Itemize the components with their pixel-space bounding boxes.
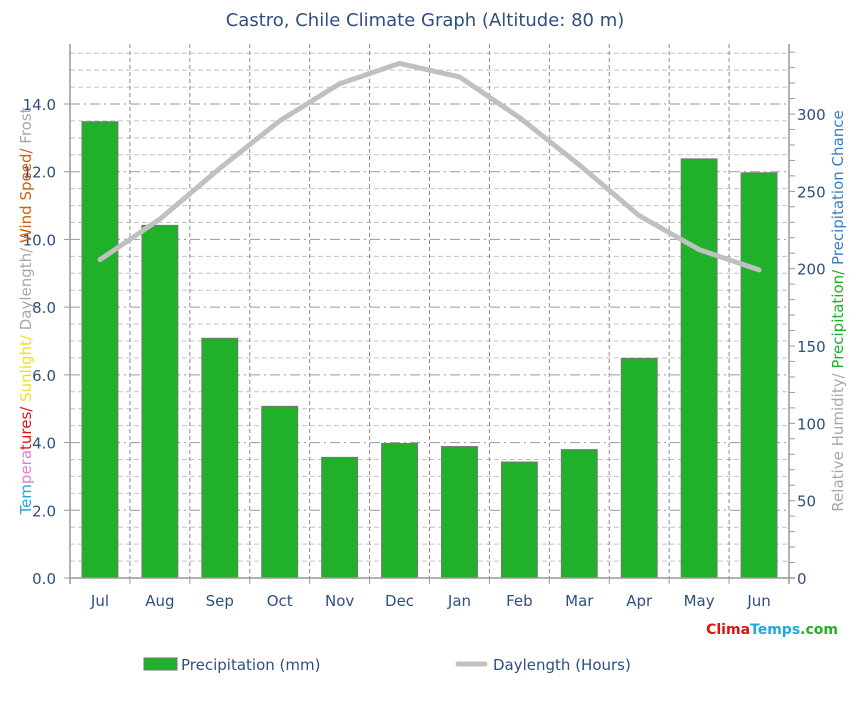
month-label-jun: Jun [746,592,770,610]
x-axis-month-labels: Jul Aug Sep Oct Nov Dec Jan Feb Mar Apr May Jun [69,578,790,610]
legend-precip-label: Precipitation (mm) [181,656,320,674]
left-tick-label: 4.0 [32,435,56,453]
legend-daylength-label: Daylength (Hours) [493,656,631,674]
month-label-sep: Sep [206,592,234,610]
climatemps-logo[interactable]: ClimaTemps.com [706,622,838,638]
right-tick-label: 50 [797,493,816,511]
precip-bar-oct [261,405,299,579]
left-axis-ticks: 0.0 2.0 4.0 6.0 8.0 10.0 12.0 14.0 [23,96,70,588]
precip-bar-aug [141,224,179,579]
precip-bar-apr [620,357,658,579]
precip-bar-feb [500,461,538,579]
right-tick-label: 0 [797,570,807,588]
precip-bar-jan [441,446,478,579]
chart-title: Castro, Chile Climate Graph (Altitude: 8… [226,10,625,31]
right-axis-label: Relative Humidity/ Precipitation/ Precip… [829,110,847,511]
right-tick-label: 200 [797,261,826,279]
precip-bar-jun [740,172,778,579]
right-tick-label: 250 [797,183,826,201]
daylength-line [97,60,762,273]
month-label-jan: Jan [447,592,471,610]
precip-bar-jul [81,121,119,579]
right-tick-label: 100 [797,415,826,433]
month-label-aug: Aug [145,592,174,610]
left-axis-label: Temperatures/ Sunlight/ Daylength/ Wind … [17,107,35,515]
right-axis-ticks: 0 50 100 150 200 250 300 [789,51,826,588]
precip-bar-nov [321,456,359,579]
month-label-oct: Oct [267,592,293,610]
legend: Precipitation (mm) Daylength (Hours) [143,656,631,674]
precip-bar-sep [201,337,239,579]
left-tick-label: 10.0 [23,231,56,249]
right-tick-label: 300 [797,106,826,124]
left-tick-label: 6.0 [32,367,56,385]
left-tick-label: 14.0 [23,96,56,114]
legend-precip-swatch [143,657,178,671]
grid-lines [70,44,789,578]
month-label-mar: Mar [565,592,594,610]
left-tick-label: 12.0 [23,164,56,182]
axes [69,44,795,584]
precipitation-bars [81,121,778,579]
precip-bar-may [680,158,718,579]
left-tick-label: 2.0 [32,502,56,520]
month-label-feb: Feb [506,592,533,610]
month-label-may: May [684,592,715,610]
left-tick-label: 0.0 [32,570,56,588]
month-label-jul: Jul [90,592,109,610]
precip-bar-mar [560,449,598,579]
precip-bar-dec [381,442,419,579]
month-label-dec: Dec [385,592,414,610]
month-label-apr: Apr [626,592,653,610]
month-label-nov: Nov [325,592,354,610]
right-tick-label: 150 [797,338,826,356]
left-tick-label: 8.0 [32,299,56,317]
